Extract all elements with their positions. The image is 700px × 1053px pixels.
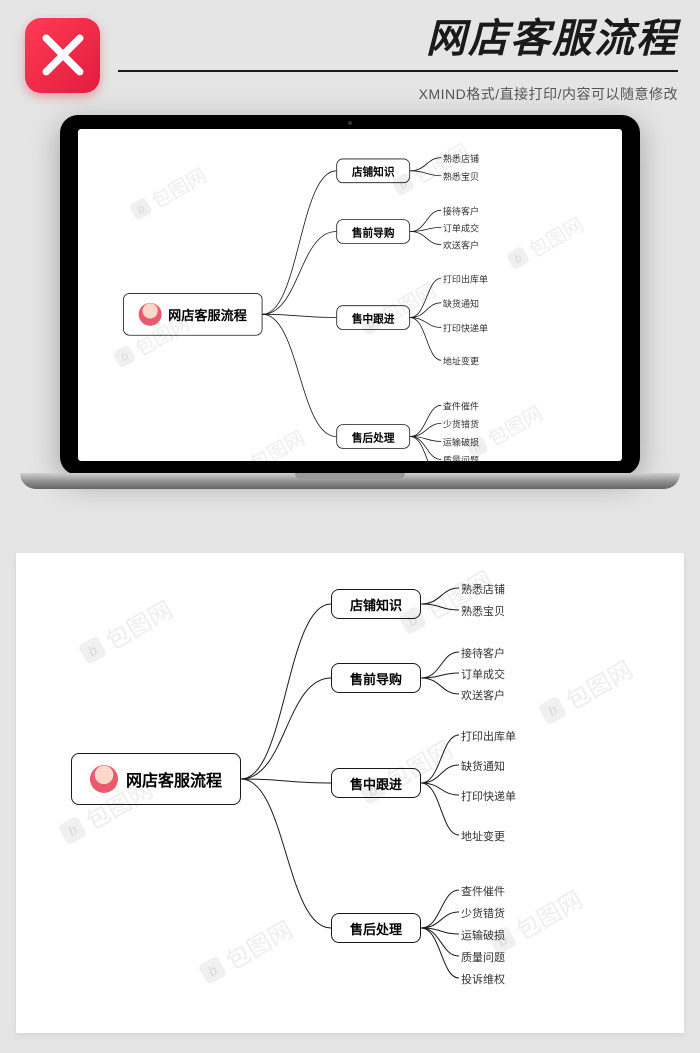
branch-node: 售中跟进 (331, 768, 421, 798)
root-label: 网店客服流程 (126, 767, 222, 791)
watermark: b包图网 (74, 590, 178, 670)
laptop-base (20, 473, 680, 489)
leaf-node: 质量问题 (461, 949, 505, 965)
title-block: 网店客服流程 XMIND格式/直接打印/内容可以随意修改 (118, 6, 678, 104)
preview-panel: 网店客服流程店铺知识熟悉店铺熟悉宝贝售前导购接待客户订单成交欢送客户售中跟进打印… (16, 553, 684, 1033)
leaf-node: 熟悉店铺 (461, 581, 505, 597)
leaf-node: 查件催件 (461, 883, 505, 899)
watermark: b包图网 (503, 209, 588, 275)
leaf-node: 少货错货 (443, 418, 479, 431)
leaf-node: 欢送客户 (461, 687, 505, 703)
leaf-node: 欢送客户 (443, 239, 479, 252)
watermark: b包图网 (534, 650, 638, 730)
laptop-camera-icon (348, 121, 352, 125)
leaf-node: 打印快递单 (461, 788, 516, 804)
page-subtitle: XMIND格式/直接打印/内容可以随意修改 (419, 84, 678, 104)
branch-node: 售前导购 (336, 219, 410, 244)
leaf-node: 查件催件 (443, 400, 479, 413)
title-divider (118, 70, 678, 72)
leaf-node: 打印出库单 (461, 728, 516, 744)
avatar-icon (139, 303, 162, 326)
leaf-node: 熟悉宝贝 (461, 603, 505, 619)
branch-node: 店铺知识 (336, 159, 410, 184)
page-title: 网店客服流程 (426, 6, 678, 64)
watermark: b包图网 (194, 910, 298, 990)
watermark: b包图网 (126, 160, 211, 226)
root-label: 网店客服流程 (168, 304, 247, 324)
leaf-node: 地址变更 (461, 828, 505, 844)
leaf-node: 订单成交 (461, 666, 505, 682)
leaf-node: 接待客户 (443, 204, 479, 217)
leaf-node: 熟悉宝贝 (443, 170, 479, 183)
leaf-node: 订单成交 (443, 222, 479, 235)
branch-node: 售后处理 (336, 424, 410, 449)
mindmap-small: 网店客服流程店铺知识熟悉店铺熟悉宝贝售前导购接待客户订单成交欢送客户售中跟进打印… (78, 129, 622, 461)
watermark: b包图网 (224, 422, 309, 461)
leaf-node: 少货错货 (461, 905, 505, 921)
laptop-mockup: 网店客服流程店铺知识熟悉店铺熟悉宝贝售前导购接待客户订单成交欢送客户售中跟进打印… (0, 115, 700, 535)
leaf-node: 接待客户 (461, 645, 505, 661)
leaf-node: 地址变更 (443, 355, 479, 368)
mindmap-large: 网店客服流程店铺知识熟悉店铺熟悉宝贝售前导购接待客户订单成交欢送客户售中跟进打印… (16, 553, 684, 1033)
leaf-node: 打印出库单 (443, 273, 488, 286)
root-node: 网店客服流程 (123, 293, 262, 336)
xmind-logo-icon (25, 18, 100, 93)
branch-node: 售中跟进 (336, 305, 410, 330)
leaf-node: 质量问题 (443, 454, 479, 461)
leaf-node: 运输破损 (461, 927, 505, 943)
root-node: 网店客服流程 (71, 753, 241, 805)
header: 网店客服流程 XMIND格式/直接打印/内容可以随意修改 (0, 0, 700, 110)
laptop-screen: 网店客服流程店铺知识熟悉店铺熟悉宝贝售前导购接待客户订单成交欢送客户售中跟进打印… (60, 115, 640, 475)
branch-node: 售后处理 (331, 913, 421, 943)
branch-node: 店铺知识 (331, 589, 421, 619)
branch-node: 售前导购 (331, 663, 421, 693)
leaf-node: 投诉维权 (461, 971, 505, 987)
leaf-node: 运输破损 (443, 436, 479, 449)
leaf-node: 熟悉店铺 (443, 152, 479, 165)
leaf-node: 打印快递单 (443, 322, 488, 335)
avatar-icon (90, 765, 118, 793)
leaf-node: 缺货通知 (443, 297, 479, 310)
leaf-node: 缺货通知 (461, 758, 505, 774)
laptop-display: 网店客服流程店铺知识熟悉店铺熟悉宝贝售前导购接待客户订单成交欢送客户售中跟进打印… (78, 129, 622, 461)
